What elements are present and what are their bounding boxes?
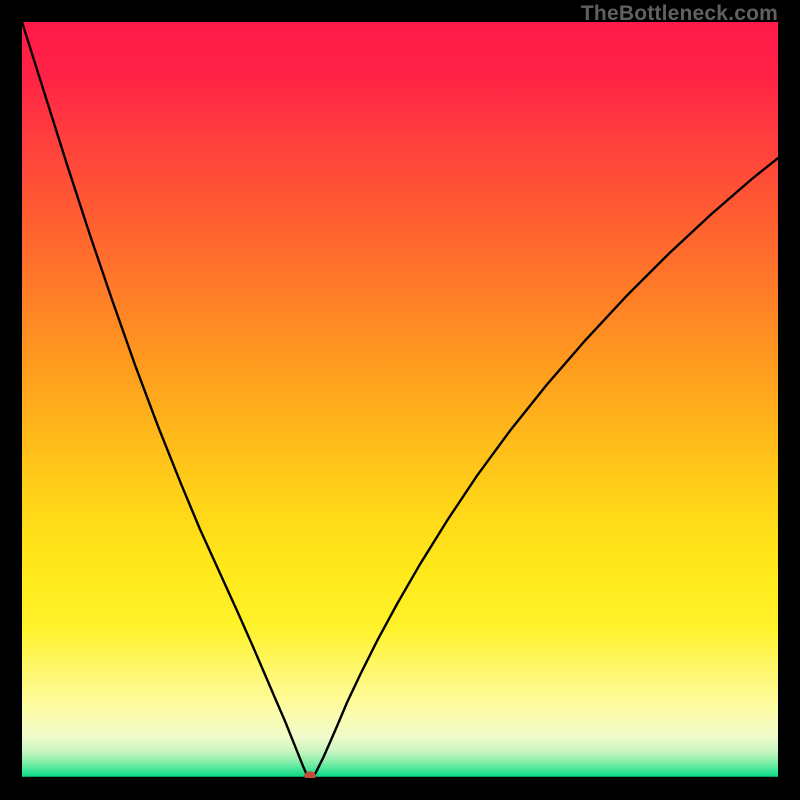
chart-background (22, 22, 778, 778)
chart-svg (22, 22, 778, 778)
plot-area (22, 22, 778, 778)
chart-container: TheBottleneck.com (0, 0, 800, 800)
